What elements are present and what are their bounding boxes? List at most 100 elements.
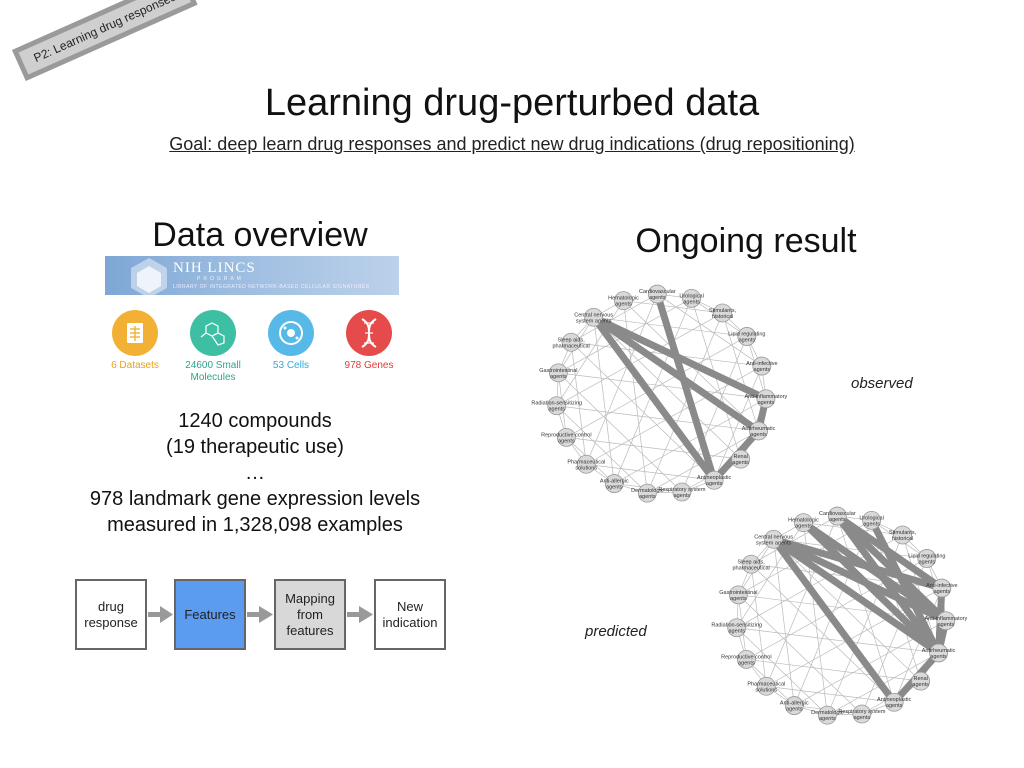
network-node [932, 578, 952, 598]
lincs-logo-icon [131, 258, 167, 295]
network-edge [793, 520, 872, 706]
flow-new-indication-label: New indication [382, 598, 438, 630]
network-edge [750, 564, 895, 703]
stat-genes: 978 Genes [324, 310, 414, 372]
slide-tag: P2: Learning drug responses [12, 0, 198, 82]
network-node-label: Renal agents [912, 676, 929, 688]
flow-mapping-label: Mapping from features [285, 590, 335, 638]
predicted-network: Cardiovascular agents Urological agents Stim… [711, 506, 968, 725]
network-node-label: Anti-infective agents [926, 583, 958, 595]
network-node-label: Dermatologic agents [631, 488, 664, 500]
info-therapeutic-use: (19 therapeutic use) [166, 436, 344, 458]
network-node [728, 585, 748, 605]
network-node [682, 288, 702, 308]
network-node [756, 676, 776, 696]
network-node [737, 327, 757, 346]
network-node [672, 482, 692, 502]
network-node-label: Sleep aids, pharmaceutical [732, 559, 769, 571]
network-node-label: Anti-inflammatory agents [744, 394, 787, 406]
network-node-label: Pharmaceutical solutions [747, 681, 785, 693]
network-node [794, 513, 813, 533]
network-edge [681, 336, 748, 493]
network-edge [736, 627, 939, 654]
network-edge [750, 515, 838, 565]
network-node-label: Anti-inflammatory agents [924, 616, 967, 628]
network-edge [570, 342, 587, 465]
flow-arrow-1 [160, 606, 173, 623]
network-node [604, 474, 624, 493]
network-edge [766, 685, 895, 703]
network-node [756, 389, 776, 409]
network-edge [647, 312, 723, 494]
network-node [584, 307, 604, 327]
flow-features-box: Features [174, 579, 246, 650]
slide-tag-text: P2: Learning drug responses [31, 0, 179, 66]
network-edge [566, 436, 741, 460]
network-node [637, 483, 657, 503]
lincs-title: NIH LINCS [173, 260, 256, 276]
network-strong-edge [799, 519, 943, 657]
network-strong-edge [868, 516, 943, 657]
stat-cells-label: 53 Cells [272, 360, 310, 371]
network-node-label: Respiratory system agents [838, 709, 885, 721]
network-node [576, 454, 596, 474]
flow-drug-response-label: drug response [84, 598, 138, 630]
network-node-label: Lipid regulating agents [908, 553, 945, 565]
network-edge [736, 522, 804, 628]
network-strong-edge [833, 512, 943, 657]
network-edge [585, 293, 658, 465]
stat-cells: 53 Cells [246, 310, 336, 372]
network-edge [738, 594, 863, 715]
network-strong-edge [770, 535, 898, 706]
network-node [736, 649, 756, 669]
network-edge [586, 463, 715, 481]
network-node-label: Renal agents [732, 454, 749, 466]
network-edge [623, 300, 723, 314]
network-node-label: Central nervous system agents [574, 312, 613, 324]
network-node [784, 696, 804, 715]
info-landmark-genes: 978 landmark gene expression levels [89, 488, 421, 510]
network-node [556, 427, 576, 447]
network-edge [657, 293, 763, 367]
network-node [929, 643, 948, 663]
network-node [614, 291, 633, 311]
flow-arrow-2 [259, 606, 273, 623]
network-edge [837, 515, 895, 703]
datasets-icon [112, 310, 158, 356]
network-edge [570, 342, 715, 481]
network-node-label: Cardiovascular agents [639, 289, 676, 301]
network-node [548, 363, 568, 383]
network-node [752, 356, 772, 376]
network-strong-edge [590, 313, 718, 484]
network-node-label: Anti-allergic agents [780, 701, 809, 713]
network-edge [556, 300, 624, 406]
network-node-label: Pharmaceutical solutions [567, 459, 605, 471]
stat-genes-label: 978 Genes [344, 360, 394, 371]
network-edge [556, 405, 648, 494]
flow-mapping-box: Mapping from features [274, 579, 346, 650]
network-edge [556, 405, 759, 432]
network-edge [713, 365, 763, 481]
network-node-label: Hematologic agents [608, 296, 639, 308]
network-node [917, 549, 937, 568]
network-node [936, 611, 956, 631]
stat-datasets: 6 Datasets [90, 310, 180, 372]
stat-small-molecules-label: 24600 Small Molecules [185, 360, 241, 383]
molecule-icon [190, 310, 236, 356]
network-node-label: Antirheumatic agents [922, 648, 956, 660]
network-strong-edge [833, 512, 950, 625]
network-edge [614, 398, 767, 484]
network-edge [593, 317, 615, 484]
network-edge [566, 336, 748, 438]
lincs-subtitle: LIBRARY OF INTEGRATED NETWORK-BASED CELL… [173, 284, 370, 290]
network-edge [613, 298, 692, 484]
network-node-label: Stimulants, historical [889, 530, 917, 542]
network-node-label: Reproductive control agents [541, 432, 591, 444]
stat-datasets-label: 6 Datasets [111, 360, 159, 371]
info-ellipsis: … [245, 462, 265, 484]
network-edge [556, 312, 723, 407]
network-node [727, 618, 747, 638]
network-node [731, 449, 751, 469]
flow-new-indication-box: New indication [374, 579, 446, 650]
network-node-label: Antineoplastic agents [877, 697, 911, 709]
